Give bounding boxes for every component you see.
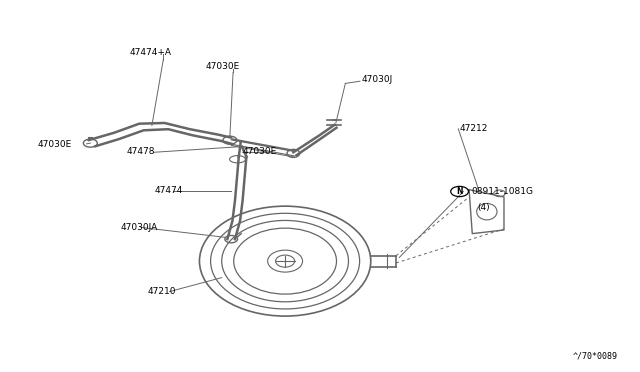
Text: 47210: 47210 [147, 287, 176, 296]
Text: 47478: 47478 [127, 147, 155, 156]
Text: N: N [456, 187, 463, 196]
Text: (4): (4) [477, 203, 490, 212]
Text: 47030E: 47030E [38, 140, 72, 149]
Text: 47030J: 47030J [361, 75, 392, 84]
Text: 47030JA: 47030JA [120, 222, 157, 231]
Text: ^/70*0089: ^/70*0089 [573, 351, 618, 360]
Text: 47474+A: 47474+A [130, 48, 172, 57]
Text: 08911-1081G: 08911-1081G [471, 187, 533, 196]
Text: 47212: 47212 [460, 124, 488, 132]
Text: 47030E: 47030E [206, 62, 240, 71]
Text: 47030E: 47030E [243, 147, 277, 156]
Text: 47474: 47474 [155, 186, 184, 195]
